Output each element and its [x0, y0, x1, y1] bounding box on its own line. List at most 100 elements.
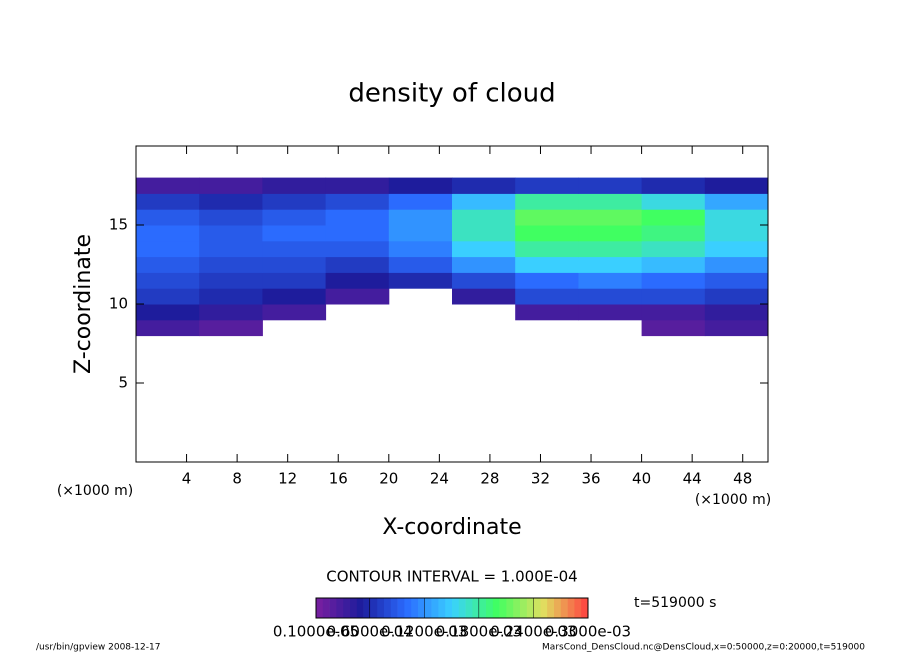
heat-cell [704, 272, 769, 289]
heat-cell [199, 225, 263, 242]
heat-cell [641, 240, 706, 258]
heat-cell [325, 240, 390, 258]
colorbar-swatch [472, 598, 480, 618]
heat-cell [136, 319, 200, 337]
heat-cell [452, 177, 516, 194]
colorbar-tick-label: 0.1800e-03 [436, 623, 522, 641]
heat-cell [452, 209, 516, 226]
heat-cell [388, 272, 453, 289]
heat-cell [388, 177, 453, 194]
colorbar-swatch [452, 598, 460, 618]
heat-cell [452, 240, 516, 258]
heat-cell [199, 319, 263, 337]
x-tick-label: 48 [733, 470, 752, 488]
colorbar-swatch [547, 598, 555, 618]
heat-cell [704, 288, 769, 305]
heat-cell [704, 319, 769, 337]
colorbar-swatch [554, 598, 562, 618]
colorbar-swatch [377, 598, 385, 618]
x-tick-label: 16 [329, 470, 348, 488]
heat-cell [641, 256, 706, 273]
heat-cell [641, 319, 706, 337]
heat-cell [452, 225, 516, 242]
heat-cell [641, 288, 706, 305]
heat-cell [452, 288, 516, 305]
heat-cell [388, 256, 453, 273]
colorbar-swatch [390, 598, 398, 618]
heat-cell [199, 272, 263, 289]
x-tick-label: 44 [683, 470, 702, 488]
heat-cell [515, 240, 579, 258]
heat-cell [704, 304, 769, 321]
heat-cell [325, 209, 390, 226]
heat-cell [641, 209, 706, 226]
colorbar-swatch [526, 598, 534, 618]
colorbar-swatch [479, 598, 487, 618]
heat-cell [704, 256, 769, 273]
heat-cell [704, 240, 769, 258]
heat-cell [136, 288, 200, 305]
x-tick-label: 4 [182, 470, 192, 488]
heat-cell [641, 193, 706, 210]
heat-cell [262, 256, 327, 273]
x-axis-label: X-coordinate [382, 515, 521, 540]
heat-cell [641, 177, 706, 194]
time-label: t=519000 s [634, 595, 716, 611]
heat-cell [325, 272, 390, 289]
heat-cell [388, 240, 453, 258]
heat-cell [262, 288, 327, 305]
y-unit-label: (×1000 m) [57, 483, 133, 499]
y-tick-label: 10 [109, 295, 128, 313]
colorbar-tick-label: 0.1000e-05 [273, 623, 359, 641]
heat-cell [578, 288, 643, 305]
colorbar-swatch [520, 598, 528, 618]
heat-cell [641, 272, 706, 289]
y-tick-label: 15 [109, 216, 128, 234]
colorbar-swatch [499, 598, 507, 618]
heat-cell [515, 272, 579, 289]
heat-cell [704, 225, 769, 242]
heat-cell [262, 193, 327, 210]
colorbar-swatch [418, 598, 426, 618]
heat-cell [262, 304, 327, 321]
heat-cell [704, 193, 769, 210]
colorbar-swatch [560, 598, 568, 618]
x-tick-label: 36 [581, 470, 600, 488]
colorbar-swatch [581, 598, 589, 618]
heat-cell [262, 209, 327, 226]
heat-cell [578, 272, 643, 289]
colorbar-swatch [445, 598, 453, 618]
heat-cell [452, 256, 516, 273]
heat-cell [199, 209, 263, 226]
chart-title: density of cloud [348, 79, 555, 109]
x-tick-label: 12 [278, 470, 297, 488]
heat-cell [388, 193, 453, 210]
colorbar-tick-label: 0.1200e-03 [381, 623, 467, 641]
heat-cell [515, 209, 579, 226]
heat-cell [199, 240, 263, 258]
colorbar-swatch [574, 598, 582, 618]
heat-cell [515, 225, 579, 242]
colorbar-swatch [533, 598, 541, 618]
heat-cell [325, 177, 390, 194]
heat-cell [199, 177, 263, 194]
heat-cell [325, 225, 390, 242]
heat-cell [388, 209, 453, 226]
colorbar-swatch [370, 598, 378, 618]
x-tick-label: 24 [430, 470, 449, 488]
colorbar-swatch [424, 598, 432, 618]
x-unit-label: (×1000 m) [695, 492, 771, 508]
heat-cell [704, 177, 769, 194]
heat-cell [641, 304, 706, 321]
heat-cell [325, 288, 390, 305]
colorbar-swatch [404, 598, 412, 618]
heat-cell [578, 256, 643, 273]
colorbar-swatch [343, 598, 351, 618]
heat-cell [199, 193, 263, 210]
heat-cell [136, 209, 200, 226]
heat-cell [136, 304, 200, 321]
colorbar-swatch [540, 598, 548, 618]
colorbar-swatch [322, 598, 330, 618]
heat-cell [452, 193, 516, 210]
heat-cell [578, 209, 643, 226]
